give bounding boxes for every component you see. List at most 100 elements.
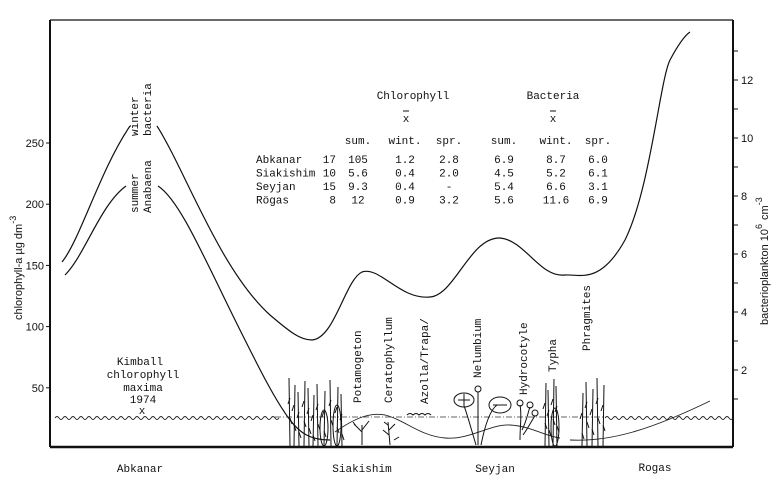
winter-bacteria-curve <box>61 125 131 263</box>
right-axis-label: bacterioplankton 106cm-3 <box>754 197 771 325</box>
reed-leaf <box>579 412 585 440</box>
plant-label-phragmites: Phragmites <box>582 285 594 351</box>
right-tick-label: 4 <box>741 307 747 319</box>
nelumbium-leaves-icon <box>453 385 512 446</box>
reed-stem <box>602 384 605 447</box>
table-row-n: 17 <box>323 155 336 167</box>
water-surface <box>54 416 734 420</box>
table-row-n: 15 <box>323 182 336 194</box>
site-label-siakishim: Siakishim <box>332 464 392 476</box>
table-column-header: spr. <box>585 136 611 148</box>
ceratophyllum-icon <box>382 421 400 446</box>
lake-bottom-rogas <box>569 400 711 441</box>
table-row: Abkanar 17 105 1.2 2.8 6.9 8.7 6.0 <box>256 155 608 167</box>
table-cell: 5.4 <box>494 182 514 194</box>
summer-anabaena-curve-cont <box>157 185 331 441</box>
reed-leaf <box>334 406 340 434</box>
x-axis-labels: Abkanar Siakishim Seyjan Rogas <box>117 463 672 476</box>
svg-text:chlorophyll: chlorophyll <box>107 370 180 382</box>
reed-leaf <box>306 407 312 435</box>
table-cell: 12 <box>351 196 364 208</box>
plant-label-ceratophyllum: Ceratophyllum <box>384 317 396 403</box>
mean-symbol: x <box>550 114 557 126</box>
hydrocotyle-icon <box>516 399 539 441</box>
left-axis-ticks: 50 100 150 200 250 <box>26 138 50 395</box>
winter-bacteria-curve-cont <box>156 31 691 341</box>
reed-stem <box>591 388 594 447</box>
table-cell: 11.6 <box>543 196 569 208</box>
mean-symbol: x <box>403 114 410 126</box>
reed-leaf <box>310 414 316 442</box>
reed-stem <box>293 384 296 447</box>
table-cell: 0.4 <box>395 169 415 181</box>
table-cell: 105 <box>348 155 368 167</box>
table-cell: 6.9 <box>494 155 514 167</box>
site-label-rogas: Rogas <box>638 463 671 475</box>
typha-leaf <box>319 409 329 447</box>
reed-leaf <box>321 410 327 438</box>
table-cell: 3.1 <box>588 182 608 194</box>
table-column-header: spr. <box>436 136 462 148</box>
table-cell: 2.8 <box>439 155 459 167</box>
svg-text:maxima: maxima <box>123 383 163 395</box>
right-tick-label: 8 <box>741 191 747 203</box>
table-cell: 9.3 <box>348 182 368 194</box>
table-cell: 5.2 <box>546 169 566 181</box>
reed-leaf <box>296 411 302 439</box>
reed-stem <box>544 382 547 447</box>
table-cell: 6.6 <box>546 182 566 194</box>
table-cell: 4.5 <box>494 169 514 181</box>
table-cell: 6.1 <box>588 169 608 181</box>
reed-stem <box>307 387 310 447</box>
table-cell: 6.9 <box>588 196 608 208</box>
plant-illustrations <box>287 377 606 447</box>
kimball-marker: x <box>139 406 146 418</box>
left-tick-label: 100 <box>26 322 44 334</box>
reed-stem <box>336 386 339 447</box>
table-row-site: Rögas <box>256 196 289 208</box>
table-cell: 1.2 <box>395 155 415 167</box>
table-row: Seyjan 15 9.3 0.4 - 5.4 6.6 3.1 <box>256 182 608 194</box>
table-header-bacteria: Bacteria <box>527 91 580 103</box>
table-row-site: Seyjan <box>256 182 296 194</box>
plant-label-hydrocotyle: Hydrocotyle <box>519 322 531 395</box>
reed-stem <box>552 378 555 447</box>
svg-text:1974: 1974 <box>130 395 157 407</box>
table-cell: 2.0 <box>439 169 459 181</box>
anabaena-label: Anabaena <box>143 160 155 213</box>
reed-stem <box>312 394 315 447</box>
right-tick-label: 2 <box>741 365 747 377</box>
table-column-header: sum. <box>345 136 371 148</box>
typha-leaf <box>550 407 560 447</box>
table-cell: 8.7 <box>546 155 566 167</box>
reed-stem <box>547 389 550 447</box>
reed-stem <box>316 383 319 447</box>
table-cell: 5.6 <box>348 169 368 181</box>
table-cell: 0.9 <box>395 196 415 208</box>
lake-bottom-profile <box>334 413 561 439</box>
winter-label: winter <box>130 96 142 136</box>
reed-leaf <box>600 404 606 432</box>
plant-label-potamogeton: Potamogeton <box>353 330 365 403</box>
table-row-site: Abkanar <box>256 155 302 167</box>
typha-leaf <box>332 404 342 447</box>
reed-stem <box>596 377 599 447</box>
axes-frame <box>49 19 734 449</box>
left-tick-label: 50 <box>32 383 44 395</box>
reed-stem <box>585 381 588 447</box>
left-tick-label: 250 <box>26 138 44 150</box>
reed-leaf <box>301 400 307 428</box>
right-tick-label: 12 <box>741 75 753 87</box>
reed-leaf <box>287 397 293 425</box>
table-row: Rögas 8 12 0.9 3.2 5.6 11.6 6.9 <box>256 196 608 208</box>
reed-stem <box>303 380 306 447</box>
table-row: Siakishim 10 5.6 0.4 2.0 4.5 5.2 6.1 <box>256 169 608 181</box>
table-cell: 0.4 <box>395 182 415 194</box>
table-cell: - <box>446 182 453 194</box>
reed-stem <box>555 385 558 447</box>
kimball-annotation: Kimball chlorophyll maxima 1974 x <box>107 357 180 418</box>
table-row-n: 8 <box>329 196 336 208</box>
reed-stem <box>581 392 584 447</box>
table-column-header: sum. <box>491 136 517 148</box>
